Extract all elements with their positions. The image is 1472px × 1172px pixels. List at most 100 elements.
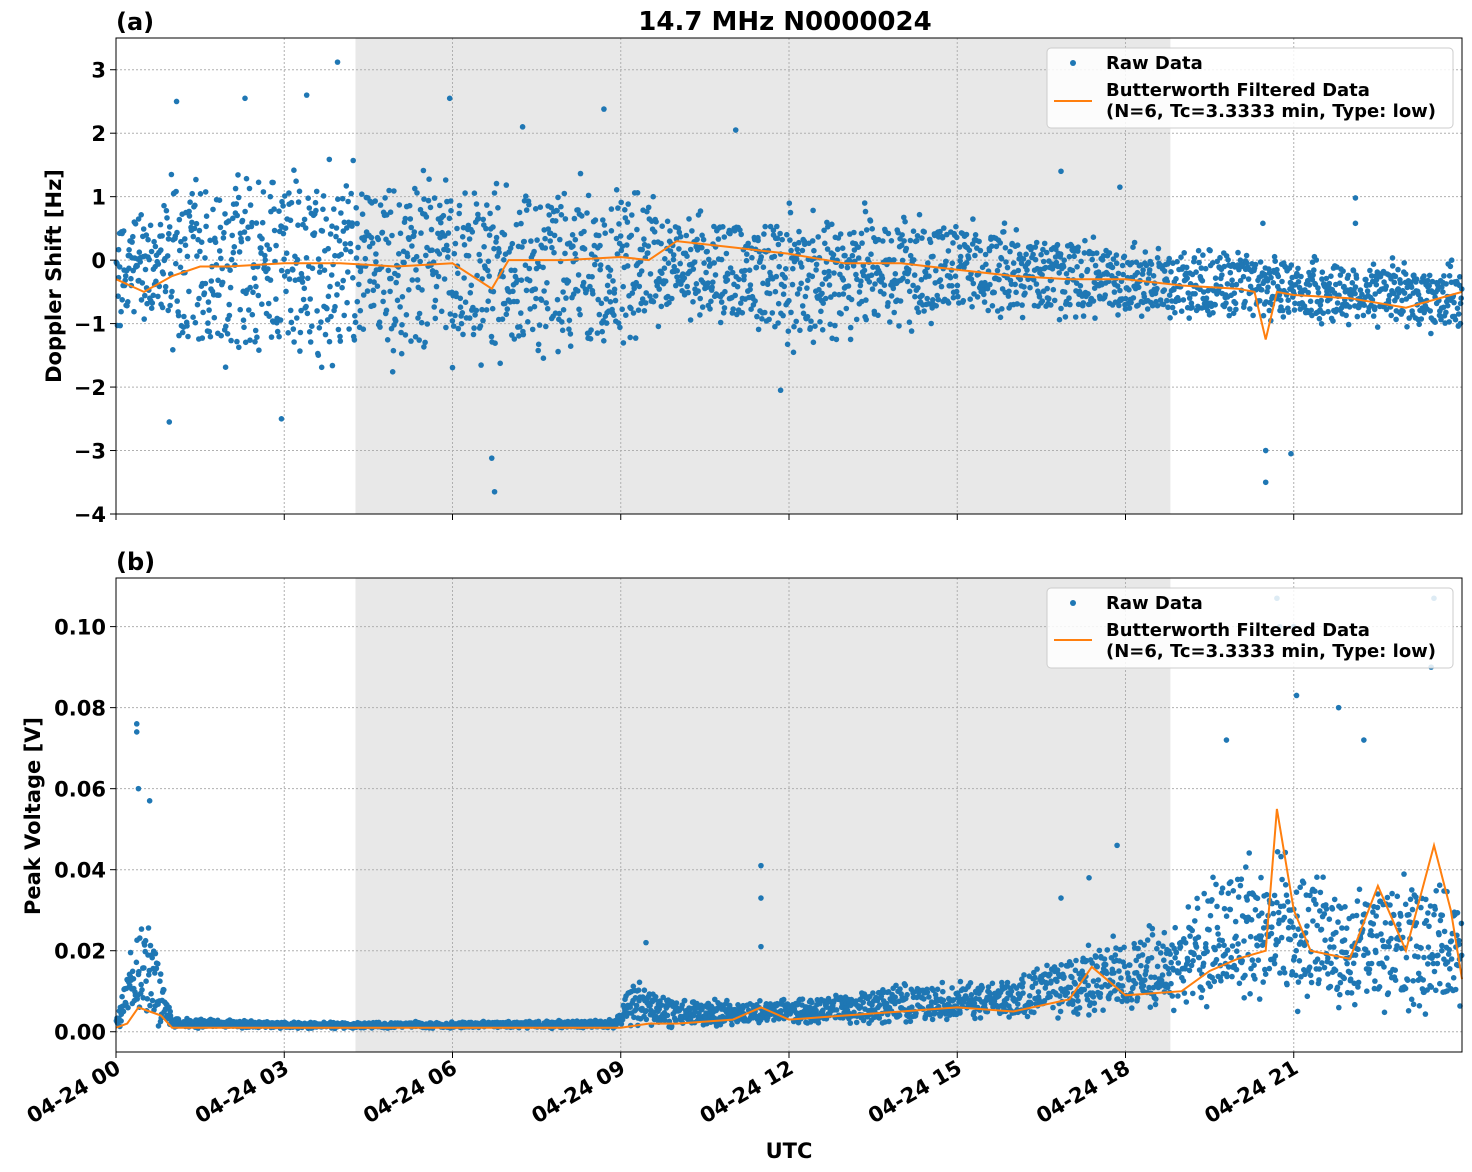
raw-data-point	[1178, 254, 1184, 260]
raw-data-point	[1032, 974, 1038, 981]
raw-data-point	[368, 234, 375, 241]
raw-data-point	[1306, 282, 1313, 288]
raw-data-point	[535, 341, 542, 348]
raw-data-point	[1287, 936, 1294, 943]
raw-data-point	[1257, 298, 1263, 304]
raw-data-point	[790, 349, 797, 356]
raw-data-point	[1165, 304, 1171, 311]
raw-data-point	[484, 267, 491, 274]
raw-data-point	[1050, 286, 1057, 293]
raw-data-point	[1280, 307, 1286, 314]
raw-data-point	[381, 289, 387, 296]
raw-data-point	[1036, 294, 1043, 300]
raw-data-point	[1418, 316, 1425, 322]
raw-data-point	[1101, 956, 1108, 962]
raw-data-point	[759, 316, 765, 322]
raw-data-point	[1014, 242, 1021, 248]
raw-data-point	[343, 183, 350, 189]
raw-data-point	[459, 234, 466, 240]
raw-data-point	[915, 309, 922, 316]
raw-data-point	[449, 318, 456, 324]
raw-data-point	[1232, 918, 1239, 925]
raw-data-point	[1279, 278, 1285, 285]
raw-data-point	[908, 328, 915, 334]
raw-data-point	[147, 942, 154, 949]
raw-data-point	[1172, 955, 1178, 961]
raw-data-point	[1292, 300, 1298, 307]
raw-data-point	[157, 221, 164, 228]
raw-data-point	[872, 281, 878, 287]
raw-data-point	[282, 225, 289, 231]
raw-data-point	[303, 254, 310, 261]
raw-data-point	[1154, 302, 1161, 309]
raw-data-point	[813, 261, 820, 268]
raw-data-point	[956, 244, 963, 250]
raw-data-point	[1071, 253, 1077, 260]
raw-data-point	[436, 251, 443, 257]
raw-data-point	[977, 1015, 984, 1021]
raw-data-point	[1008, 988, 1015, 994]
raw-data-point	[281, 256, 287, 263]
raw-data-point	[174, 229, 180, 236]
raw-data-point	[1104, 947, 1111, 953]
raw-data-point	[1044, 285, 1050, 292]
raw-data-point	[305, 275, 311, 282]
raw-data-point	[1212, 275, 1219, 282]
raw-data-point	[165, 307, 171, 314]
raw-data-point	[994, 267, 1001, 274]
raw-data-point	[1294, 1008, 1301, 1015]
raw-data-point	[868, 251, 874, 257]
raw-data-point	[1328, 273, 1334, 280]
raw-data-point	[166, 230, 172, 237]
raw-data-point	[501, 257, 507, 263]
raw-data-point	[1224, 947, 1231, 953]
raw-data-point	[1062, 314, 1069, 320]
raw-data-point	[732, 292, 738, 299]
raw-data-point	[840, 277, 847, 283]
raw-data-point	[892, 994, 898, 1000]
raw-data-point	[1211, 978, 1218, 985]
raw-data-point	[1186, 315, 1192, 321]
raw-data-point	[1304, 993, 1311, 1000]
raw-data-point	[796, 228, 802, 235]
raw-data-point	[1250, 312, 1256, 319]
raw-data-point	[1269, 924, 1275, 930]
raw-data-point	[1067, 984, 1074, 991]
raw-data-point	[178, 238, 184, 245]
raw-data-point	[690, 266, 697, 272]
raw-data-point	[1237, 257, 1244, 264]
raw-data-point	[575, 288, 581, 294]
raw-data-point	[1025, 259, 1032, 266]
raw-data-point	[1264, 288, 1270, 295]
raw-data-point	[1223, 913, 1230, 919]
raw-data-point	[1044, 962, 1050, 969]
raw-data-point	[197, 191, 204, 197]
raw-data-point	[459, 310, 466, 316]
raw-data-point	[338, 210, 344, 216]
raw-data-point	[247, 202, 254, 208]
raw-data-point	[623, 312, 629, 319]
raw-data-point	[784, 341, 791, 348]
raw-data-point	[704, 248, 710, 255]
raw-data-point	[318, 319, 324, 325]
raw-data-point	[220, 235, 227, 241]
raw-data-point	[532, 206, 539, 212]
raw-data-point	[1291, 954, 1298, 960]
raw-data-point	[1216, 942, 1222, 949]
raw-data-point	[866, 279, 873, 285]
raw-data-point	[684, 253, 690, 259]
raw-data-point	[642, 300, 649, 306]
raw-data-point	[1153, 996, 1159, 1002]
raw-data-point	[1260, 220, 1266, 227]
raw-data-point	[596, 232, 602, 239]
raw-data-point	[1395, 266, 1401, 273]
raw-data-point	[1056, 270, 1062, 276]
raw-data-point	[867, 218, 874, 224]
raw-data-point	[196, 227, 203, 234]
raw-data-point	[693, 281, 700, 287]
raw-data-point	[630, 310, 637, 316]
raw-data-point	[1408, 284, 1415, 291]
raw-data-point	[775, 300, 782, 307]
raw-data-point	[241, 229, 248, 235]
raw-data-point	[1203, 941, 1209, 947]
